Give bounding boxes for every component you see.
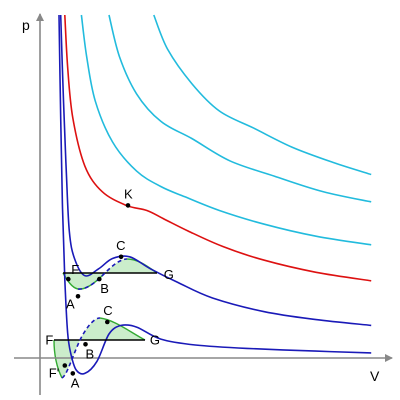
point-label-9: C — [103, 303, 112, 318]
point-label-8: B — [86, 346, 95, 361]
point-dot-3 — [97, 276, 102, 282]
point-label-2: G — [164, 267, 174, 282]
point-label-10: F' — [49, 366, 59, 381]
point-label-5: A — [66, 296, 75, 311]
point-dot-1 — [66, 276, 71, 282]
point-label-11: A — [71, 375, 80, 390]
point-label-0: K — [124, 186, 133, 201]
tie-lines — [54, 272, 157, 341]
edge-lower-left — [53, 339, 63, 379]
isotherm-supercritical-4 — [108, 14, 372, 203]
point-dot-8 — [83, 342, 88, 347]
unstable-segments — [61, 258, 128, 379]
x-axis-label: V — [370, 368, 380, 384]
point-label-1: F — [71, 262, 79, 277]
area-lower-left — [54, 340, 80, 378]
point-dot-4 — [118, 254, 124, 260]
point-dot-5 — [75, 294, 81, 299]
point-dot-11 — [70, 371, 76, 376]
isotherm-critical-2 — [64, 14, 372, 282]
point-dot-10 — [62, 363, 68, 368]
edge-lower-right — [99, 317, 146, 341]
isotherm-subcritical-1 — [59, 14, 372, 327]
point-label-6: F — [45, 332, 53, 347]
point-label-4: C — [116, 238, 125, 253]
isotherm-curves — [58, 14, 372, 375]
isotherm-subcritical-0 — [58, 14, 372, 375]
area-upper-left — [63, 273, 105, 290]
point-label-7: G — [150, 332, 160, 347]
dashed-lower — [61, 317, 101, 379]
area-upper-right — [105, 259, 157, 273]
dashed-upper — [77, 258, 128, 290]
point-dot-0 — [125, 203, 131, 208]
y-axis-label: p — [22, 17, 30, 33]
point-label-3: B — [100, 281, 109, 296]
isotherm-supercritical-3 — [80, 14, 372, 246]
isotherm-supercritical-5 — [153, 14, 372, 176]
point-dot-9 — [105, 319, 110, 325]
